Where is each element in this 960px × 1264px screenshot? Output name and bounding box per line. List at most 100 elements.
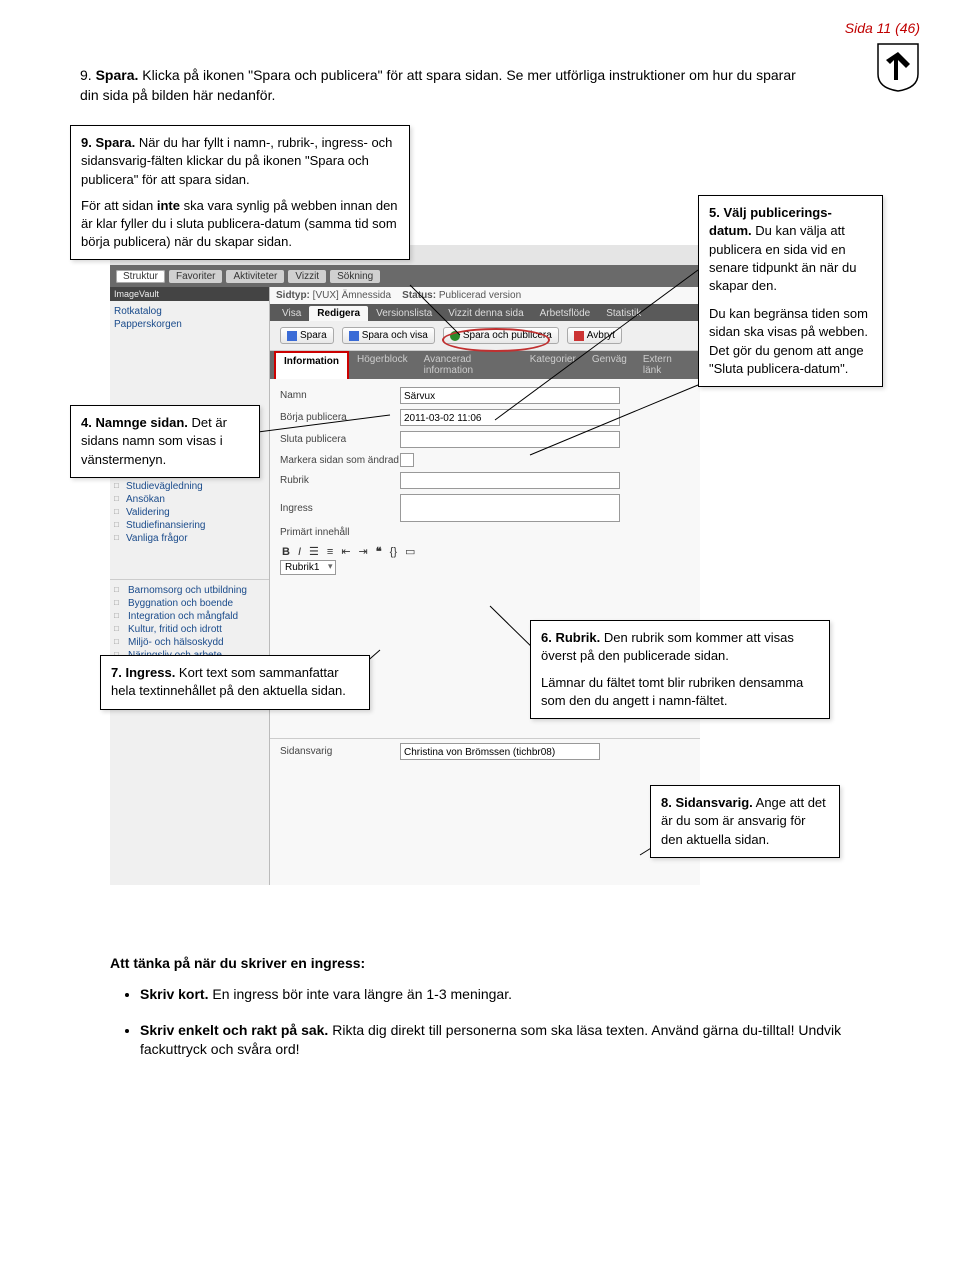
- logo-shield-icon: [876, 42, 920, 92]
- ss-primart-label: Primärt innehåll: [280, 527, 400, 538]
- b1-text: En ingress bör inte vara längre än 1-3 m…: [208, 986, 512, 1002]
- ss-form-tabs: Information Högerblock Avancerad informa…: [270, 351, 700, 379]
- ss-btn-avbryt[interactable]: Avbryt: [567, 327, 622, 344]
- ss-sidebar: ImageVault Rotkatalog Papperskorgen Gymn…: [110, 287, 270, 885]
- ss-namn-input[interactable]: Särvux: [400, 387, 620, 404]
- bottom-section: Att tänka på när du skriver en ingress: …: [110, 955, 880, 1060]
- callout-6-rubrik: 6. Rubrik. Den rubrik som kommer att vis…: [530, 620, 830, 719]
- c7-label: 7. Ingress.: [111, 665, 175, 680]
- ss-imagevault[interactable]: ImageVault: [110, 287, 269, 301]
- ss-tab-struktur[interactable]: Struktur: [116, 270, 165, 283]
- ss-borja-label: Börja publicera: [280, 412, 400, 423]
- ss-namn-label: Namn: [280, 390, 400, 401]
- ss-tree-item[interactable]: Studievägledning: [112, 480, 267, 493]
- list-icon[interactable]: ☰: [307, 545, 321, 558]
- callout-4-namnge: 4. Namnge sidan. Det är sidans namn som …: [70, 405, 260, 478]
- ss-markera-label: Markera sidan som ändrad: [280, 455, 400, 466]
- ss-vtab-stats[interactable]: Statistik: [598, 306, 649, 321]
- ss-content: Sidtyp: [VUX] Ämnessida Status: Publicer…: [270, 287, 700, 885]
- ss-tree-item[interactable]: Vanliga frågor: [112, 532, 267, 545]
- ss-sidtyp-value: [VUX] Ämnessida: [313, 290, 391, 301]
- b2-label: Skriv enkelt och rakt på sak.: [140, 1022, 328, 1038]
- ss-ftab-adv[interactable]: Avancerad information: [416, 351, 522, 379]
- ss-tree-item[interactable]: Ansökan: [112, 493, 267, 506]
- ss-tree-item[interactable]: Validering: [112, 506, 267, 519]
- quote-icon[interactable]: ❝: [374, 545, 384, 558]
- ss-view-tabs: Visa Redigera Versionslista Vizzit denna…: [270, 304, 700, 321]
- b1-label: Skriv kort.: [140, 986, 208, 1002]
- ss-borja-input[interactable]: 2011-03-02 11:06: [400, 409, 620, 426]
- intro-number: 9.: [80, 67, 92, 83]
- ss-btn-spara[interactable]: Spara: [280, 327, 334, 344]
- ss-vtab-visa[interactable]: Visa: [274, 306, 309, 321]
- intro-heading: Spara.: [96, 67, 139, 83]
- numbered-list-icon[interactable]: ≡: [325, 546, 335, 558]
- indent-icon[interactable]: ⇥: [357, 545, 370, 558]
- ss-vtab-vizzit[interactable]: Vizzit denna sida: [440, 306, 531, 321]
- ss-ftab-extern[interactable]: Extern länk: [635, 351, 696, 379]
- ss-tree-item[interactable]: Studiefinansiering: [112, 519, 267, 532]
- callout-5-datum: 5. Välj publicerings-datum. Du kan välja…: [698, 195, 883, 387]
- c9-text2-pre: För att sidan: [81, 198, 157, 213]
- ss-status-value: Publicerad version: [439, 290, 521, 301]
- bullet-1: Skriv kort. En ingress bör inte vara län…: [140, 985, 880, 1005]
- ss-rubrik-input[interactable]: [400, 472, 620, 489]
- ss-sidansvarig-label: Sidansvarig: [280, 746, 400, 757]
- bottom-heading: Att tänka på när du skriver en ingress:: [110, 955, 880, 971]
- outdent-icon[interactable]: ⇤: [339, 545, 352, 558]
- ss-markera-checkbox[interactable]: [400, 453, 414, 467]
- ss-sidtyp-label: Sidtyp:: [276, 290, 310, 301]
- callout-7-ingress: 7. Ingress. Kort text som sammanfattar h…: [100, 655, 370, 709]
- ss-ftab-info[interactable]: Information: [274, 351, 349, 379]
- ss-tree-root[interactable]: Rotkatalog: [112, 305, 267, 318]
- ss-ftab-kat[interactable]: Kategorier: [522, 351, 584, 379]
- ss-tree-item[interactable]: Byggnation och boende: [112, 597, 267, 610]
- ss-sluta-label: Sluta publicera: [280, 434, 400, 445]
- bullet-list: Skriv kort. En ingress bör inte vara län…: [140, 985, 880, 1060]
- bullet-2: Skriv enkelt och rakt på sak. Rikta dig …: [140, 1021, 880, 1060]
- ss-ingress-label: Ingress: [280, 503, 400, 514]
- ss-btn-spara-visa[interactable]: Spara och visa: [342, 327, 435, 344]
- ss-tree-trash[interactable]: Papperskorgen: [112, 318, 267, 331]
- ss-editor-toolbar: B I ☰ ≡ ⇤ ⇥ ❝ {} ▭: [280, 543, 690, 560]
- intro-text: Klicka på ikonen "Spara och publicera" f…: [80, 67, 796, 103]
- ss-sluta-input[interactable]: [400, 431, 620, 448]
- ss-vtab-flow[interactable]: Arbetsflöde: [532, 306, 599, 321]
- italic-icon[interactable]: I: [296, 546, 303, 558]
- ss-vtab-versions[interactable]: Versionslista: [368, 306, 440, 321]
- ss-ftab-hoger[interactable]: Högerblock: [349, 351, 416, 379]
- code-icon[interactable]: {}: [388, 546, 399, 558]
- annotated-screenshot-area: Struktur Favoriter Aktiviteter Vizzit Sö…: [40, 125, 920, 935]
- c5-text2: Du kan begränsa tiden som sidan ska visa…: [709, 305, 872, 378]
- page-indicator: Sida 11 (46): [40, 20, 920, 36]
- ss-tree-item[interactable]: Integration och mångfald: [112, 610, 267, 623]
- ss-tab-vizzit[interactable]: Vizzit: [288, 270, 326, 283]
- cms-screenshot: Struktur Favoriter Aktiviteter Vizzit Sö…: [110, 245, 700, 885]
- ss-tab-favoriter[interactable]: Favoriter: [169, 270, 222, 283]
- c6-text2: Lämnar du fältet tomt blir rubriken dens…: [541, 674, 819, 710]
- intro-paragraph: 9. Spara. Klicka på ikonen "Spara och pu…: [80, 66, 800, 105]
- c9-text2-b: inte: [157, 198, 180, 213]
- ss-ftab-genvag[interactable]: Genväg: [584, 351, 635, 379]
- ss-heading-select[interactable]: Rubrik1: [280, 560, 336, 575]
- ss-tab-sokning[interactable]: Sökning: [330, 270, 380, 283]
- c9-label: 9. Spara.: [81, 135, 135, 150]
- bold-icon[interactable]: B: [280, 546, 292, 558]
- ss-top-tabs: Struktur Favoriter Aktiviteter Vizzit Sö…: [110, 265, 700, 287]
- callout-8-sidansvarig: 8. Sidansvarig. Ange att det är du som ä…: [650, 785, 840, 858]
- ss-footer: Sidansvarig Christina von Brömssen (tich…: [270, 738, 700, 764]
- callout-9-spara: 9. Spara. När du har fyllt i namn-, rubr…: [70, 125, 410, 260]
- ss-tree-item[interactable]: Kultur, fritid och idrott: [112, 623, 267, 636]
- ss-tree-item[interactable]: Miljö- och hälsoskydd: [112, 636, 267, 649]
- image-icon[interactable]: ▭: [403, 545, 417, 558]
- c8-label: 8. Sidansvarig.: [661, 795, 753, 810]
- ss-vtab-redigera[interactable]: Redigera: [309, 306, 368, 321]
- ss-sidansvarig-input[interactable]: Christina von Brömssen (tichbr08): [400, 743, 600, 760]
- c4-label: 4. Namnge sidan.: [81, 415, 188, 430]
- ss-status-bar: Sidtyp: [VUX] Ämnessida Status: Publicer…: [270, 287, 700, 304]
- c6-label: 6. Rubrik.: [541, 630, 600, 645]
- ss-tab-aktiviteter[interactable]: Aktiviteter: [226, 270, 284, 283]
- ss-tree-item[interactable]: Barnomsorg och utbildning: [112, 584, 267, 597]
- ss-ingress-input[interactable]: [400, 494, 620, 522]
- ss-status-label: Status:: [402, 290, 436, 301]
